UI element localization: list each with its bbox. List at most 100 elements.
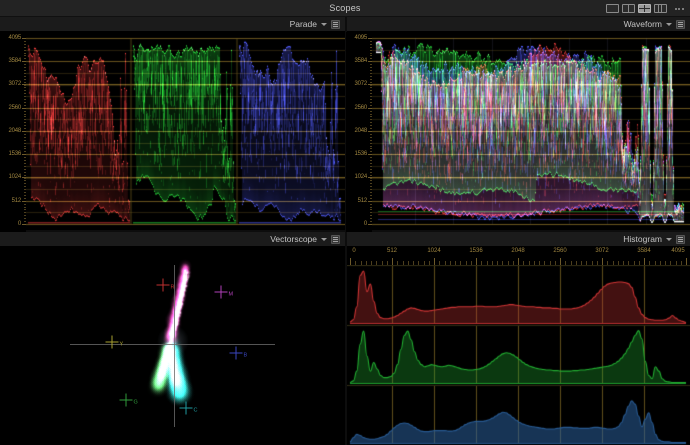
axis-minor-tick	[369, 119, 372, 121]
axis-minor-tick	[23, 215, 26, 217]
axis-label: 1536	[354, 151, 367, 158]
axis-minor-tick	[23, 157, 26, 159]
panel-settings-icon[interactable]	[676, 234, 685, 244]
vectorscope-canvas[interactable]	[0, 247, 345, 445]
axis-minor-tick	[369, 165, 372, 167]
chevron-down-icon[interactable]	[321, 237, 327, 241]
axis-major-tick	[368, 154, 372, 156]
axis-minor-tick	[23, 67, 26, 69]
waveform-scope-canvas[interactable]	[346, 32, 690, 232]
panel-settings-icon[interactable]	[331, 234, 340, 244]
axis-major-tick	[22, 200, 26, 202]
histogram-axis-label: 3072	[595, 248, 609, 254]
axis-minor-tick	[23, 168, 26, 170]
axis-minor-tick	[369, 133, 372, 135]
four-up-view-icon[interactable]	[638, 4, 651, 13]
histogram-minor-tick	[486, 261, 488, 265]
histogram-major-tick	[392, 258, 393, 265]
histogram-major-tick	[602, 258, 604, 265]
axis-minor-tick	[369, 72, 372, 74]
single-view-icon[interactable]	[606, 4, 619, 13]
axis-minor-tick	[23, 136, 26, 138]
parade-scope-canvas[interactable]	[0, 32, 345, 232]
axis-minor-tick	[23, 122, 26, 124]
two-up-view-icon[interactable]	[622, 4, 635, 13]
panel-settings-icon[interactable]	[676, 19, 685, 29]
axis-minor-tick	[369, 221, 372, 223]
axis-minor-tick	[23, 125, 26, 127]
axis-label: 512	[357, 197, 368, 204]
vectorscope-target-c: C	[179, 401, 197, 415]
axis-minor-tick	[369, 151, 372, 153]
histogram-minor-tick	[617, 261, 619, 265]
axis-minor-tick	[23, 218, 26, 220]
panel-settings-icon[interactable]	[331, 19, 340, 29]
axis-minor-tick	[369, 171, 372, 173]
histogram-minor-tick	[407, 261, 409, 265]
histogram-minor-tick	[381, 261, 383, 265]
axis-minor-tick	[369, 203, 372, 205]
histogram-axis-label: 3584	[637, 248, 651, 254]
axis-minor-tick	[369, 183, 372, 185]
chevron-down-icon[interactable]	[321, 22, 327, 26]
axis-minor-tick	[23, 43, 26, 45]
axis-minor-tick	[369, 99, 372, 101]
axis-minor-tick	[369, 162, 372, 164]
histogram-minor-tick	[623, 261, 624, 265]
histogram-minor-tick	[360, 261, 362, 265]
axis-major-tick	[22, 61, 26, 63]
axis-label: 1024	[354, 174, 367, 181]
histogram-axis-label: 2048	[511, 248, 525, 254]
vectorscope-target-y: Y	[105, 335, 123, 349]
histogram-canvas[interactable]	[346, 265, 690, 445]
axis-major-tick	[368, 200, 372, 202]
axis-minor-tick	[369, 43, 372, 45]
axis-minor-tick	[23, 52, 26, 54]
axis-minor-tick	[23, 145, 26, 147]
axis-minor-tick	[23, 183, 26, 185]
axis-major-tick	[368, 84, 372, 86]
chevron-down-icon[interactable]	[666, 22, 672, 26]
axis-minor-tick	[369, 125, 372, 127]
axis-major-tick	[368, 61, 372, 63]
histogram-minor-tick	[507, 261, 509, 265]
axis-label: 512	[11, 197, 22, 204]
axis-minor-tick	[369, 192, 372, 194]
axis-minor-tick	[23, 101, 26, 103]
histogram-axis-label: 2560	[553, 248, 567, 254]
vectorscope-target-b: B	[229, 346, 247, 360]
axis-minor-tick	[23, 206, 26, 208]
histogram-pane[interactable]: 0 512 1024 1536 2048 2560 3072 3584 4095	[346, 247, 690, 445]
histogram-minor-tick	[586, 261, 588, 265]
horizontal-splitter[interactable]	[0, 230, 690, 232]
axis-minor-tick	[23, 171, 26, 173]
histogram-minor-tick	[397, 261, 399, 265]
histogram-minor-tick	[591, 261, 593, 265]
waveform-scope-pane[interactable]: 4095 3584 3072 2560 2048 1536 1024 512 0	[346, 32, 690, 232]
vectorscope-pane[interactable]: R M Y B G C	[0, 247, 345, 445]
axis-minor-tick	[23, 69, 26, 71]
chevron-down-icon[interactable]	[666, 237, 672, 241]
axis-minor-tick	[23, 148, 26, 150]
axis-label: 3584	[354, 58, 367, 65]
axis-minor-tick	[369, 75, 372, 77]
axis-minor-tick	[369, 212, 372, 214]
histogram-minor-tick	[654, 261, 656, 265]
axis-major-tick	[368, 38, 372, 39]
histogram-minor-tick	[628, 261, 630, 265]
axis-minor-tick	[369, 69, 372, 71]
axis-minor-tick	[23, 110, 26, 112]
more-options-icon[interactable]	[672, 4, 686, 14]
parade-y-axis: 4095 3584 3072 2560 2048 1536 1024 512 0	[0, 32, 26, 232]
histogram-minor-tick	[376, 261, 378, 265]
histogram-major-tick	[350, 258, 351, 265]
axis-minor-tick	[23, 90, 26, 92]
three-up-view-icon[interactable]	[654, 4, 667, 13]
parade-scope-pane[interactable]: 4095 3584 3072 2560 2048 1536 1024 512 0	[0, 32, 345, 232]
axis-minor-tick	[23, 180, 26, 182]
axis-label: 2048	[354, 127, 367, 134]
histogram-minor-tick	[481, 261, 483, 265]
window-layout-tools	[606, 0, 686, 17]
histogram-minor-tick	[565, 261, 567, 265]
axis-minor-tick	[23, 160, 26, 162]
